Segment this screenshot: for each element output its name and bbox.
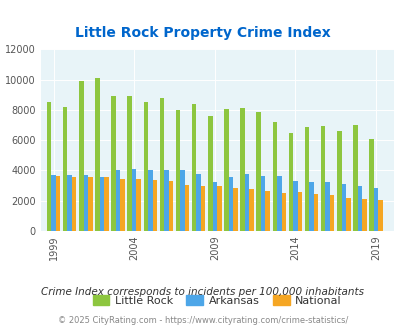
- Bar: [196, 174, 200, 231]
- Bar: [72, 177, 76, 231]
- Bar: [281, 193, 286, 231]
- Bar: [136, 179, 141, 231]
- Bar: [99, 177, 104, 231]
- Bar: [377, 200, 382, 231]
- Bar: [256, 112, 260, 231]
- Bar: [345, 198, 350, 231]
- Bar: [168, 181, 173, 231]
- Bar: [184, 185, 189, 231]
- Bar: [192, 104, 196, 231]
- Bar: [159, 98, 164, 231]
- Bar: [143, 102, 148, 231]
- Bar: [240, 109, 244, 231]
- Bar: [115, 170, 120, 231]
- Text: Little Rock Property Crime Index: Little Rock Property Crime Index: [75, 26, 330, 40]
- Legend: Little Rock, Arkansas, National: Little Rock, Arkansas, National: [88, 291, 345, 311]
- Bar: [288, 133, 292, 231]
- Bar: [325, 182, 329, 231]
- Bar: [373, 188, 377, 231]
- Bar: [164, 171, 168, 231]
- Bar: [265, 191, 269, 231]
- Bar: [95, 78, 99, 231]
- Bar: [369, 139, 373, 231]
- Bar: [175, 110, 180, 231]
- Bar: [232, 188, 237, 231]
- Bar: [276, 176, 281, 231]
- Bar: [336, 131, 341, 231]
- Bar: [212, 182, 217, 231]
- Bar: [309, 182, 313, 231]
- Bar: [361, 199, 366, 231]
- Bar: [111, 96, 115, 231]
- Bar: [357, 186, 361, 231]
- Bar: [63, 107, 67, 231]
- Bar: [83, 175, 88, 231]
- Bar: [297, 192, 301, 231]
- Bar: [55, 176, 60, 231]
- Bar: [341, 184, 345, 231]
- Bar: [127, 96, 132, 231]
- Bar: [244, 174, 249, 231]
- Bar: [272, 122, 276, 231]
- Bar: [217, 186, 221, 231]
- Bar: [320, 126, 325, 231]
- Text: Crime Index corresponds to incidents per 100,000 inhabitants: Crime Index corresponds to incidents per…: [41, 287, 364, 297]
- Bar: [292, 181, 297, 231]
- Bar: [152, 180, 157, 231]
- Bar: [329, 195, 334, 231]
- Bar: [132, 169, 136, 231]
- Bar: [260, 176, 265, 231]
- Text: © 2025 CityRating.com - https://www.cityrating.com/crime-statistics/: © 2025 CityRating.com - https://www.city…: [58, 315, 347, 325]
- Bar: [200, 186, 205, 231]
- Bar: [88, 177, 92, 231]
- Bar: [148, 171, 152, 231]
- Bar: [67, 175, 72, 231]
- Bar: [207, 116, 212, 231]
- Bar: [47, 102, 51, 231]
- Bar: [249, 189, 253, 231]
- Bar: [224, 109, 228, 231]
- Bar: [104, 177, 109, 231]
- Bar: [79, 81, 83, 231]
- Bar: [304, 127, 309, 231]
- Bar: [180, 171, 184, 231]
- Bar: [313, 194, 318, 231]
- Bar: [120, 179, 124, 231]
- Bar: [228, 177, 232, 231]
- Bar: [51, 175, 55, 231]
- Bar: [352, 125, 357, 231]
